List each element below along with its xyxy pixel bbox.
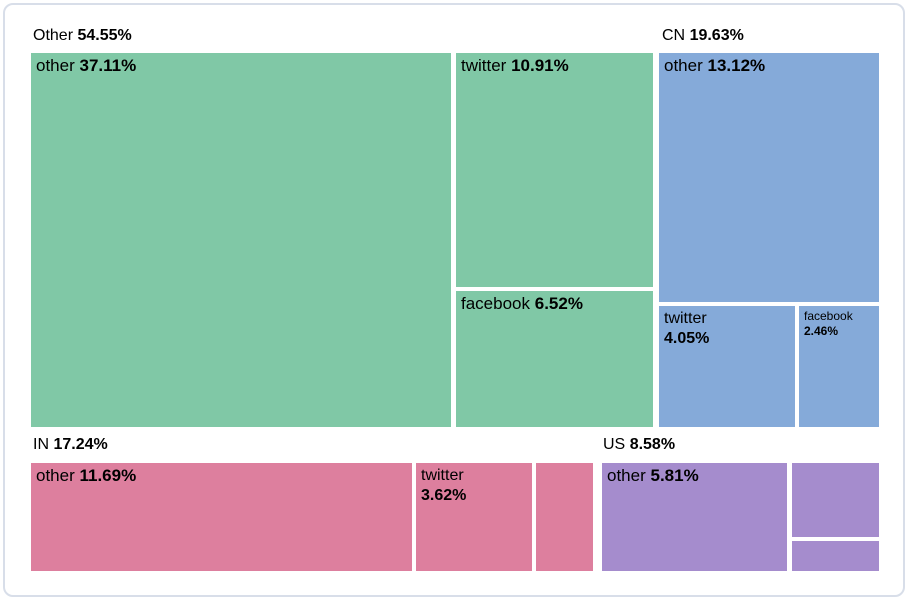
treemap-cell-in-twitter[interactable]: twitter 3.62% (416, 463, 532, 571)
group-label-in: IN 17.24% (33, 436, 108, 454)
cell-value: 10.91% (511, 56, 569, 75)
treemap-cell-in-other[interactable]: other 11.69% (31, 463, 412, 571)
treemap-cell-other-group-other[interactable]: other 37.11% (31, 53, 451, 427)
cell-label: other 5.81% (602, 463, 787, 490)
cell-name: facebook (804, 309, 853, 323)
cell-name: twitter (664, 310, 707, 327)
treemap-cell-cn-other[interactable]: other 13.12% (659, 53, 879, 302)
treemap-cell-us-other[interactable]: other 5.81% (602, 463, 787, 571)
treemap-cell-us-cell-2[interactable] (792, 463, 879, 537)
group-label-other-group: Other 54.55% (33, 27, 132, 45)
cell-name: twitter (421, 467, 464, 484)
group-value: 19.63% (689, 27, 744, 44)
cell-value: 4.05% (664, 329, 710, 347)
group-value: 54.55% (77, 27, 132, 44)
cell-name: twitter (461, 56, 507, 75)
cell-label: twitter 4.05% (659, 306, 795, 351)
treemap-cell-other-group-facebook[interactable]: facebook 6.52% (456, 291, 653, 427)
cell-value: 11.69% (79, 466, 137, 485)
cell-value: 5.81% (650, 466, 699, 485)
cell-name: other (36, 466, 75, 485)
group-label-cn: CN 19.63% (662, 27, 744, 45)
cell-value: 13.12% (707, 56, 766, 75)
cell-label: twitter 10.91% (456, 53, 653, 80)
cell-name: other (36, 56, 75, 75)
cell-value: 6.52% (534, 294, 583, 313)
group-value: 8.58% (629, 436, 676, 453)
group-name: CN (662, 27, 686, 44)
treemap-cell-cn-facebook[interactable]: facebook 2.46% (799, 306, 879, 427)
treemap-cell-us-cell-3[interactable] (792, 541, 879, 571)
cell-value: 3.62% (421, 486, 467, 504)
cell-name: other (664, 56, 703, 75)
cell-label: other 37.11% (31, 53, 451, 80)
cell-name: facebook (461, 294, 530, 313)
group-name: Other (33, 27, 74, 44)
cell-label: facebook 2.46% (799, 306, 879, 341)
cell-name: other (607, 466, 646, 485)
group-value: 17.24% (53, 436, 108, 453)
treemap-cell-in-cell-3[interactable] (536, 463, 593, 571)
cell-label: twitter 3.62% (416, 463, 532, 508)
cell-label: facebook 6.52% (456, 291, 653, 318)
cell-label: other 13.12% (659, 53, 879, 80)
treemap-cell-cn-twitter[interactable]: twitter 4.05% (659, 306, 795, 427)
cell-value: 2.46% (804, 323, 839, 338)
cell-label: other 11.69% (31, 463, 412, 490)
cell-value: 37.11% (79, 56, 137, 75)
group-label-us: US 8.58% (603, 436, 675, 454)
group-name: IN (33, 436, 49, 453)
treemap-cell-other-group-twitter[interactable]: twitter 10.91% (456, 53, 653, 287)
group-name: US (603, 436, 626, 453)
